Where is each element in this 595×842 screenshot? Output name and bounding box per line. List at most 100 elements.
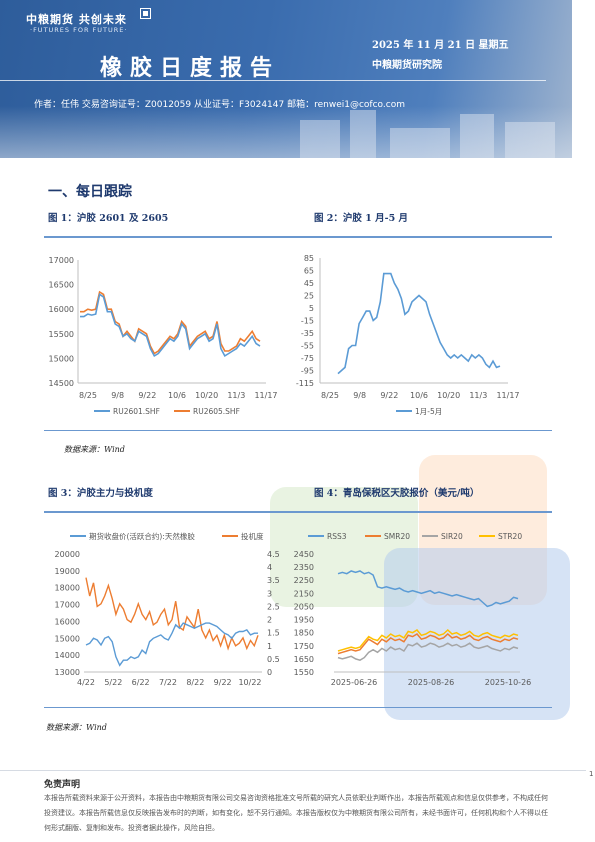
series-line — [337, 272, 501, 375]
figure-rule — [44, 430, 552, 431]
page-number: 1 — [589, 770, 594, 778]
brand-logo-text: 中粮期货 共创未来 — [26, 13, 127, 26]
series-line — [80, 293, 261, 358]
y-tick-label: 2450 — [294, 550, 314, 559]
legend-label: SIR20 — [441, 532, 463, 541]
y-right-tick-label: 3.5 — [267, 576, 280, 585]
y-tick-label: 16500 — [49, 281, 74, 290]
y-right-tick-label: 4.5 — [267, 550, 280, 559]
x-tick-label: 4/22 — [77, 678, 95, 687]
x-tick-label: 11/3 — [469, 391, 487, 400]
y-tick-label: 2350 — [294, 563, 314, 572]
chart-spread-jan-may: -115 -95 -75 -55 -35 -15 5 25 45 65 85 8/25 9/8 9/22 1… — [296, 254, 520, 416]
legend-label: RSS3 — [327, 532, 347, 541]
x-tick-label: 10/6 — [168, 391, 186, 400]
y-right-tick-label: 1 — [267, 642, 272, 651]
legend-label: SMR20 — [384, 532, 410, 541]
y-tick-label: 85 — [304, 254, 314, 263]
y-tick-label: -115 — [296, 379, 314, 388]
y-right-tick-label: 0.5 — [267, 655, 280, 664]
figure-1-title: 图 1：沪胶 2601 及 2605 — [48, 213, 169, 224]
data-source-note: 数据来源：Wind — [46, 723, 107, 732]
y-tick-label: 15000 — [49, 354, 74, 363]
y-tick-label: 2250 — [294, 576, 314, 585]
y-tick-label: 65 — [304, 267, 314, 276]
x-tick-label: 9/22 — [214, 678, 232, 687]
x-tick-label: 2025-10-26 — [485, 678, 532, 687]
y-tick-label: 13000 — [55, 668, 80, 677]
x-tick-label: 2025-08-26 — [408, 678, 455, 687]
legend-label: 投机度 — [241, 531, 264, 541]
x-tick-label: 8/25 — [79, 391, 97, 400]
y-tick-label: 5 — [309, 304, 314, 313]
report-title: 橡胶日度报告 — [100, 55, 281, 81]
x-tick-label: 9/8 — [353, 391, 366, 400]
y-right-tick-label: 0 — [267, 668, 272, 677]
x-tick-label: 9/8 — [111, 391, 124, 400]
y-tick-label: -55 — [301, 342, 314, 351]
y-tick-label: 1950 — [294, 616, 314, 625]
decorative-shape — [384, 548, 570, 720]
figure-3-title: 图 3：沪胶主力与投机度 — [48, 488, 153, 499]
series-line — [337, 642, 519, 662]
x-tick-label: 9/22 — [138, 391, 156, 400]
disclaimer-title: 免责声明 — [44, 780, 81, 790]
y-tick-label: 1750 — [294, 642, 314, 651]
y-tick-label: 25 — [304, 292, 314, 301]
y-tick-label: 14500 — [49, 379, 74, 388]
x-tick-label: 5/22 — [104, 678, 122, 687]
y-tick-label: 1550 — [294, 668, 314, 677]
y-tick-label: 18000 — [55, 584, 80, 593]
x-tick-label: 8/25 — [321, 391, 339, 400]
y-tick-label: 14000 — [55, 651, 80, 660]
figure-rule — [44, 236, 552, 238]
brand-logo-icon — [140, 8, 151, 19]
y-tick-label: 1850 — [294, 629, 314, 638]
chart-futures-speculation: 期货收盘价(活跃合约):天然橡胶 投机度 13000 14000 15000 16000 1… — [55, 531, 280, 687]
y-tick-label: -15 — [301, 317, 314, 326]
skyline-gradient — [0, 106, 572, 158]
disclaimer-text: 本报告所载资料来源于公开资料，本报告由中粮期货有限公司交易咨询资格批准文号所载的… — [44, 794, 548, 832]
y-tick-label: 17000 — [55, 601, 80, 610]
series-line — [337, 628, 519, 652]
section-title: 一、每日跟踪 — [48, 184, 132, 200]
x-tick-label: 11/17 — [254, 391, 277, 400]
y-tick-label: 19000 — [55, 567, 80, 576]
y-right-tick-label: 1.5 — [267, 629, 280, 638]
legend-label: 1月-5月 — [415, 407, 442, 416]
chart-futures-2601-2605: 14500 15000 15500 16000 16500 17000 8/25 9/8 9/2… — [49, 256, 278, 416]
y-tick-label: -95 — [301, 367, 314, 376]
y-tick-label: 1650 — [294, 655, 314, 664]
y-tick-label: 15000 — [55, 634, 80, 643]
x-tick-label: 11/17 — [496, 391, 519, 400]
y-tick-label: 15500 — [49, 330, 74, 339]
header-banner: 中粮期货 共创未来 ·FUTURES FOR FUTURE· 橡胶日度报告 20… — [0, 0, 572, 158]
brand-slogan: ·FUTURES FOR FUTURE· — [30, 26, 128, 34]
legend-label: 期货收盘价(活跃合约):天然橡胶 — [89, 531, 195, 541]
series-line — [337, 570, 519, 608]
series-line — [337, 632, 519, 655]
chart-qingdao-bonded-prices: RSS3 SMR20 SIR20 STR20 1550 1650 1750 1850 1950 2… — [294, 532, 532, 687]
series-line — [85, 577, 259, 651]
y-tick-label: 2150 — [294, 589, 314, 598]
legend-label: RU2605.SHF — [193, 407, 240, 416]
x-tick-label: 10/20 — [195, 391, 218, 400]
x-tick-label: 2025-06-26 — [331, 678, 378, 687]
y-tick-label: 16000 — [49, 305, 74, 314]
report-date: 2025 年 11 月 21 日 星期五 — [372, 40, 509, 51]
y-right-tick-label: 2.5 — [267, 602, 280, 611]
y-tick-label: -75 — [301, 354, 314, 363]
y-right-tick-label: 3 — [267, 589, 272, 598]
y-tick-label: 17000 — [49, 256, 74, 265]
author-info: 作者：任伟 交易咨询证号：Z0012059 从业证号：F3024147 邮箱：r… — [34, 100, 405, 110]
y-tick-label: 20000 — [55, 550, 80, 559]
y-right-tick-label: 2 — [267, 616, 272, 625]
y-tick-label: 45 — [304, 279, 314, 288]
series-line — [85, 622, 258, 667]
data-source-note: 数据来源：Wind — [64, 445, 125, 454]
footer-divider — [0, 770, 586, 771]
legend-label: STR20 — [498, 532, 522, 541]
x-tick-label: 10/22 — [238, 678, 261, 687]
institute-name: 中粮期货研究院 — [372, 60, 442, 71]
header-divider — [0, 80, 546, 81]
